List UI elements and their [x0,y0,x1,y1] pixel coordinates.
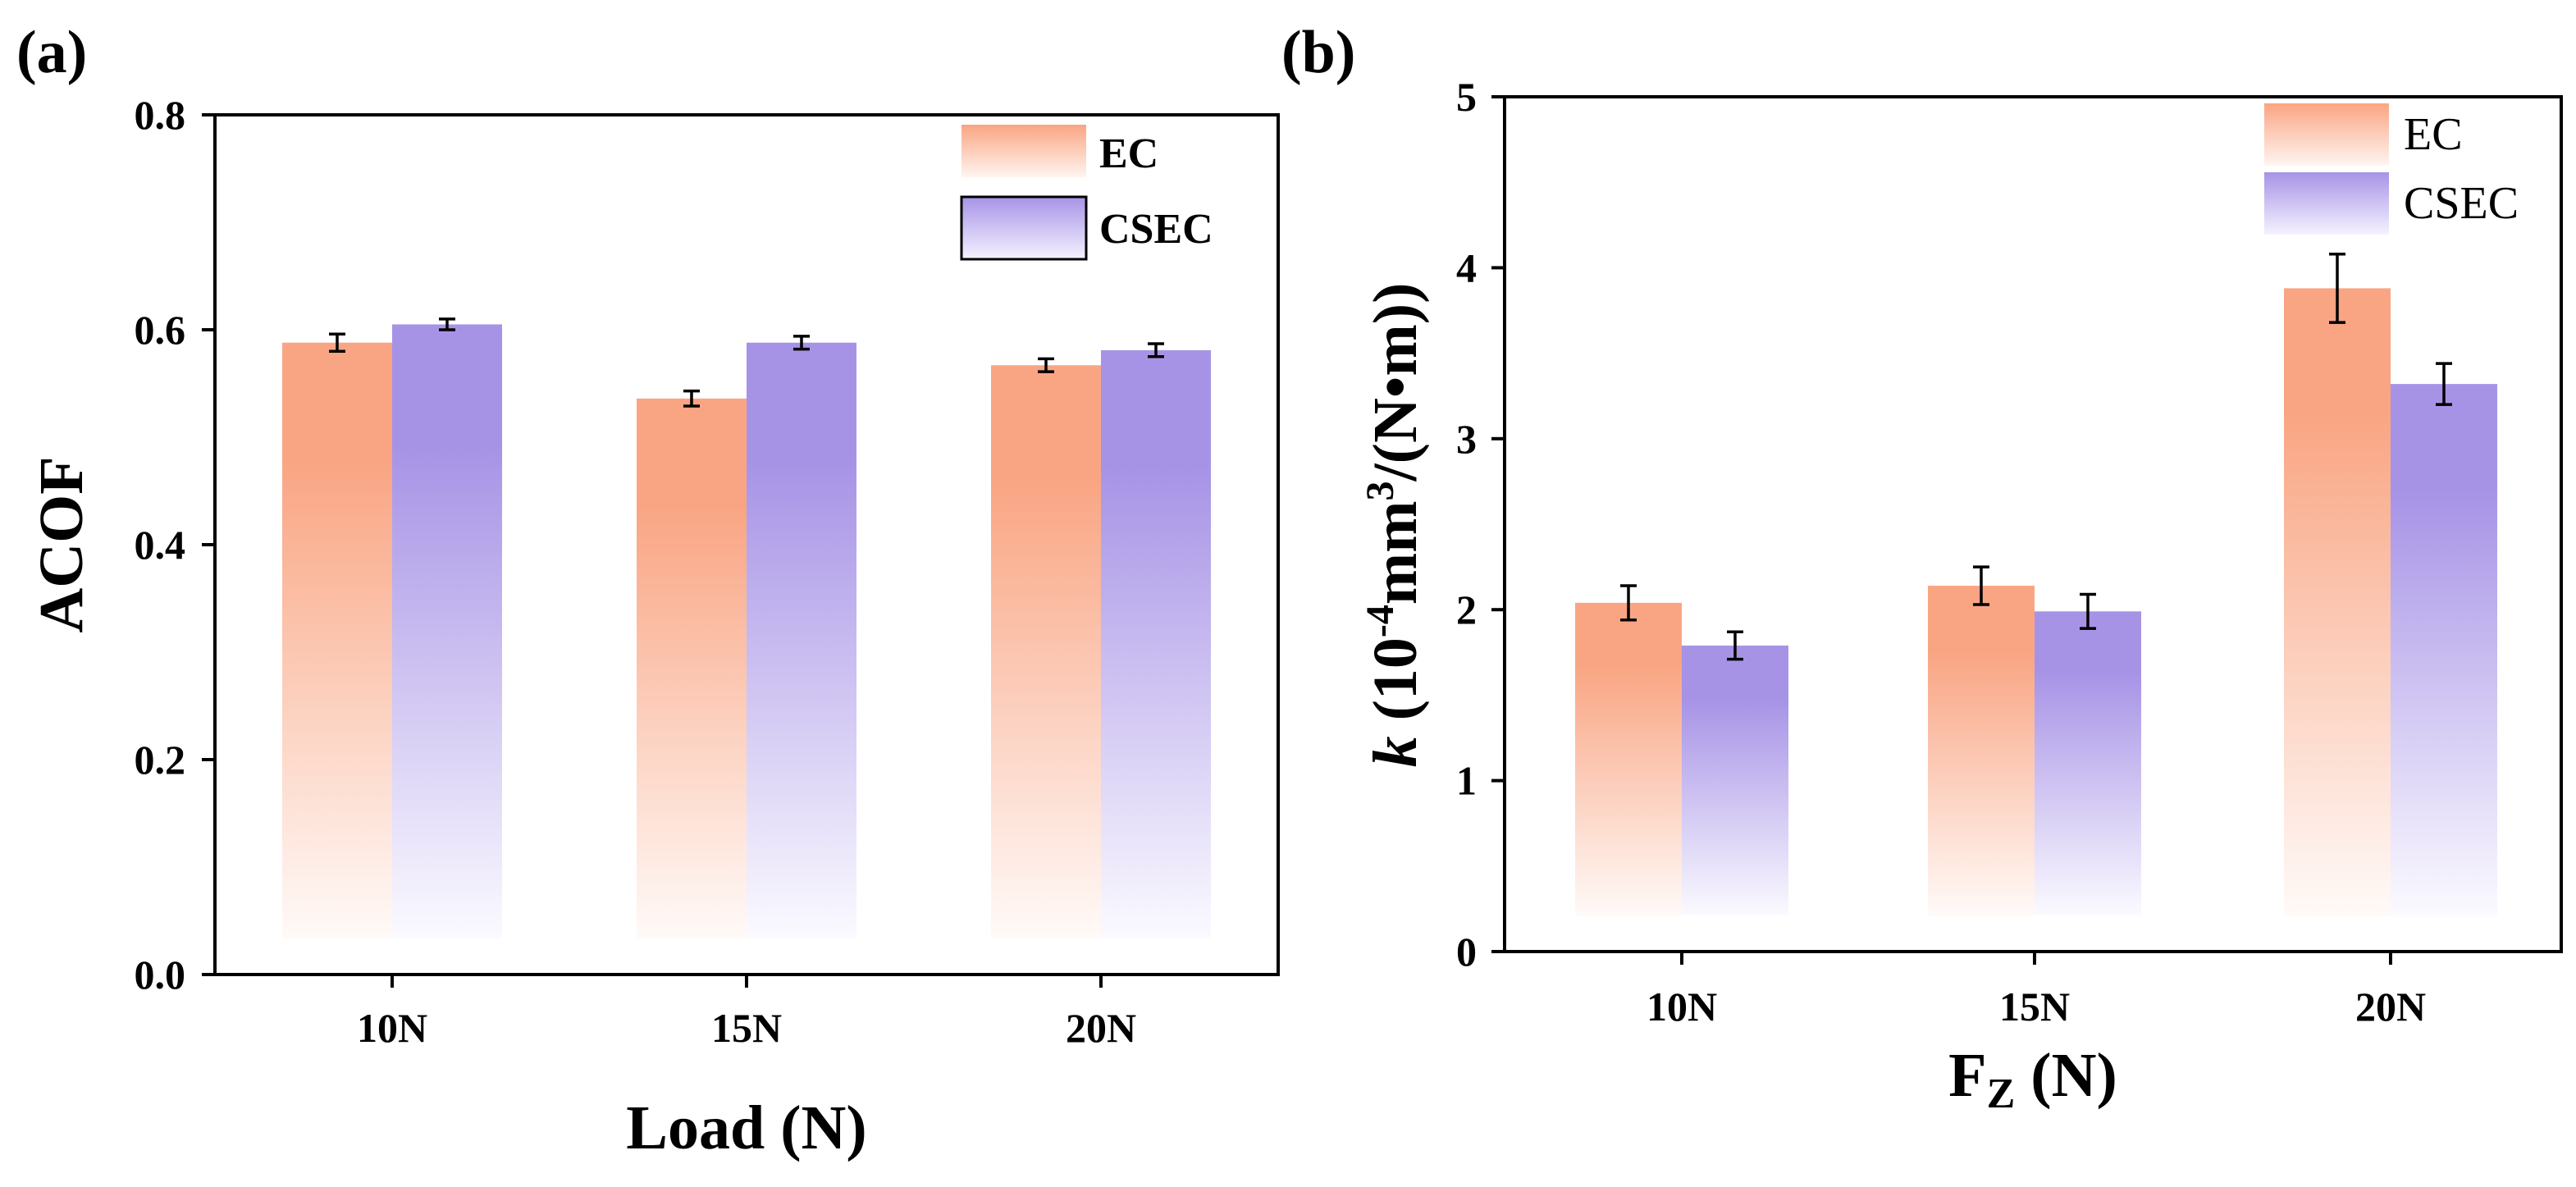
panel-b-legend-swatch-csec [2264,172,2389,235]
y-tick-label-2: 2 [1456,587,1477,632]
panel-b-y-axis-title-exponent: -4 [1359,605,1402,637]
panel-a-label: (a) [16,19,87,86]
panel-b-y-axis-title-exponent-2: 3 [1359,481,1402,500]
y-tick-label-0.8: 0.8 [135,92,186,138]
error-bar-ec-10N [1620,584,1637,622]
bar-ec-15N [1928,586,2035,915]
panel-b-legend: EC CSEC [2264,103,2519,235]
panel-a-legend-label-csec: CSEC [1099,206,1213,253]
y-tick-label-0.0: 0.0 [135,952,186,998]
y-tick-label-0.2: 0.2 [135,737,186,783]
panel-b-x-axis-title-subscript: Z [1987,1071,2016,1117]
bar-csec-20N [1101,349,1211,938]
bar-ec-10N [1575,602,1682,915]
panel-b-y-ticks: 0 1 2 3 4 5 [1456,74,1505,975]
panel-a-legend-swatch-csec [960,195,1088,261]
x-tick-label-15N: 15N [711,1005,782,1051]
panel-a-legend-label-ec: EC [1099,130,1158,177]
panel-a-bars [282,324,1211,939]
bar-csec-10N [1682,645,1788,915]
y-tick-label-1: 1 [1456,758,1477,804]
error-bar-csec-10N [1727,630,1743,661]
x-tick-label-10N: 10N [357,1005,427,1051]
error-bar-ec-20N [1038,357,1054,373]
bar-csec-15N [2035,611,2141,915]
panel-b-y-axis-title: k (10-4mm3/(N•m)) [1359,283,1430,768]
bar-csec-20N [2391,384,2497,915]
error-bar-csec-15N [793,335,810,351]
panel-a-x-axis-title: Load (N) [626,1093,866,1162]
panel-b-error-bars [1620,252,2452,661]
x-tick-label-15N: 15N [1999,984,2070,1029]
y-tick-label-0: 0 [1456,929,1477,975]
panel-a-chart: (a) 0.0 0.2 0.4 0.6 0.8 10N 15N 20N Load (N) A… [16,19,1280,1162]
x-tick-label-20N: 20N [2355,984,2426,1029]
bar-csec-15N [747,342,856,939]
panel-a-error-bars [329,317,1164,408]
bar-ec-10N [282,342,392,939]
panel-b-bars [1575,288,2497,916]
panel-a-y-ticks: 0.0 0.2 0.4 0.6 0.8 [135,92,215,998]
y-tick-label-4: 4 [1456,244,1477,290]
panel-a-x-ticks: 10N 15N 20N [357,975,1136,1051]
y-tick-label-0.6: 0.6 [135,307,186,353]
panel-b-y-axis-title-tail: /(N•m)) [1361,283,1430,482]
panel-b-legend-label-ec: EC [2404,109,2463,160]
panel-b-y-axis-title-unit: mm [1361,500,1430,605]
panel-a-legend: EC CSEC [960,125,1213,261]
error-bar-csec-10N [439,317,455,331]
error-bar-csec-20N [2436,362,2452,406]
panel-b-y-axis-title-base: (10 [1361,637,1430,736]
panel-a-y-axis-title: ACOF [27,456,96,632]
bar-ec-20N [991,365,1101,939]
y-tick-label-3: 3 [1456,416,1477,462]
panel-b-legend-swatch-ec [2264,103,2389,166]
bar-ec-20N [2284,288,2391,916]
x-tick-label-20N: 20N [1066,1005,1136,1051]
error-bar-csec-20N [1148,342,1164,358]
panel-b-x-axis-title-unit: (N) [2015,1041,2117,1110]
error-bar-csec-15N [2080,592,2096,630]
x-tick-label-10N: 10N [1647,984,1717,1029]
panel-b-x-ticks: 10N 15N 20N [1647,952,2426,1029]
bar-csec-10N [392,324,502,938]
panel-b-label: (b) [1281,19,1355,86]
panel-b-legend-label-csec: CSEC [2404,178,2519,229]
panel-b-y-axis-title-k: k [1361,736,1430,767]
error-bar-ec-15N [1973,565,1989,606]
y-tick-label-5: 5 [1456,74,1477,120]
panel-b-x-axis-title: FZ (N) [1948,1041,2117,1117]
error-bar-ec-20N [2329,252,2345,324]
panel-b-x-axis-title-main: F [1948,1041,1986,1110]
bar-ec-15N [637,398,747,939]
error-bar-ec-15N [683,389,700,408]
panel-a-legend-swatch-ec [961,125,1086,177]
error-bar-ec-10N [329,332,345,353]
y-tick-label-0.4: 0.4 [135,522,186,568]
